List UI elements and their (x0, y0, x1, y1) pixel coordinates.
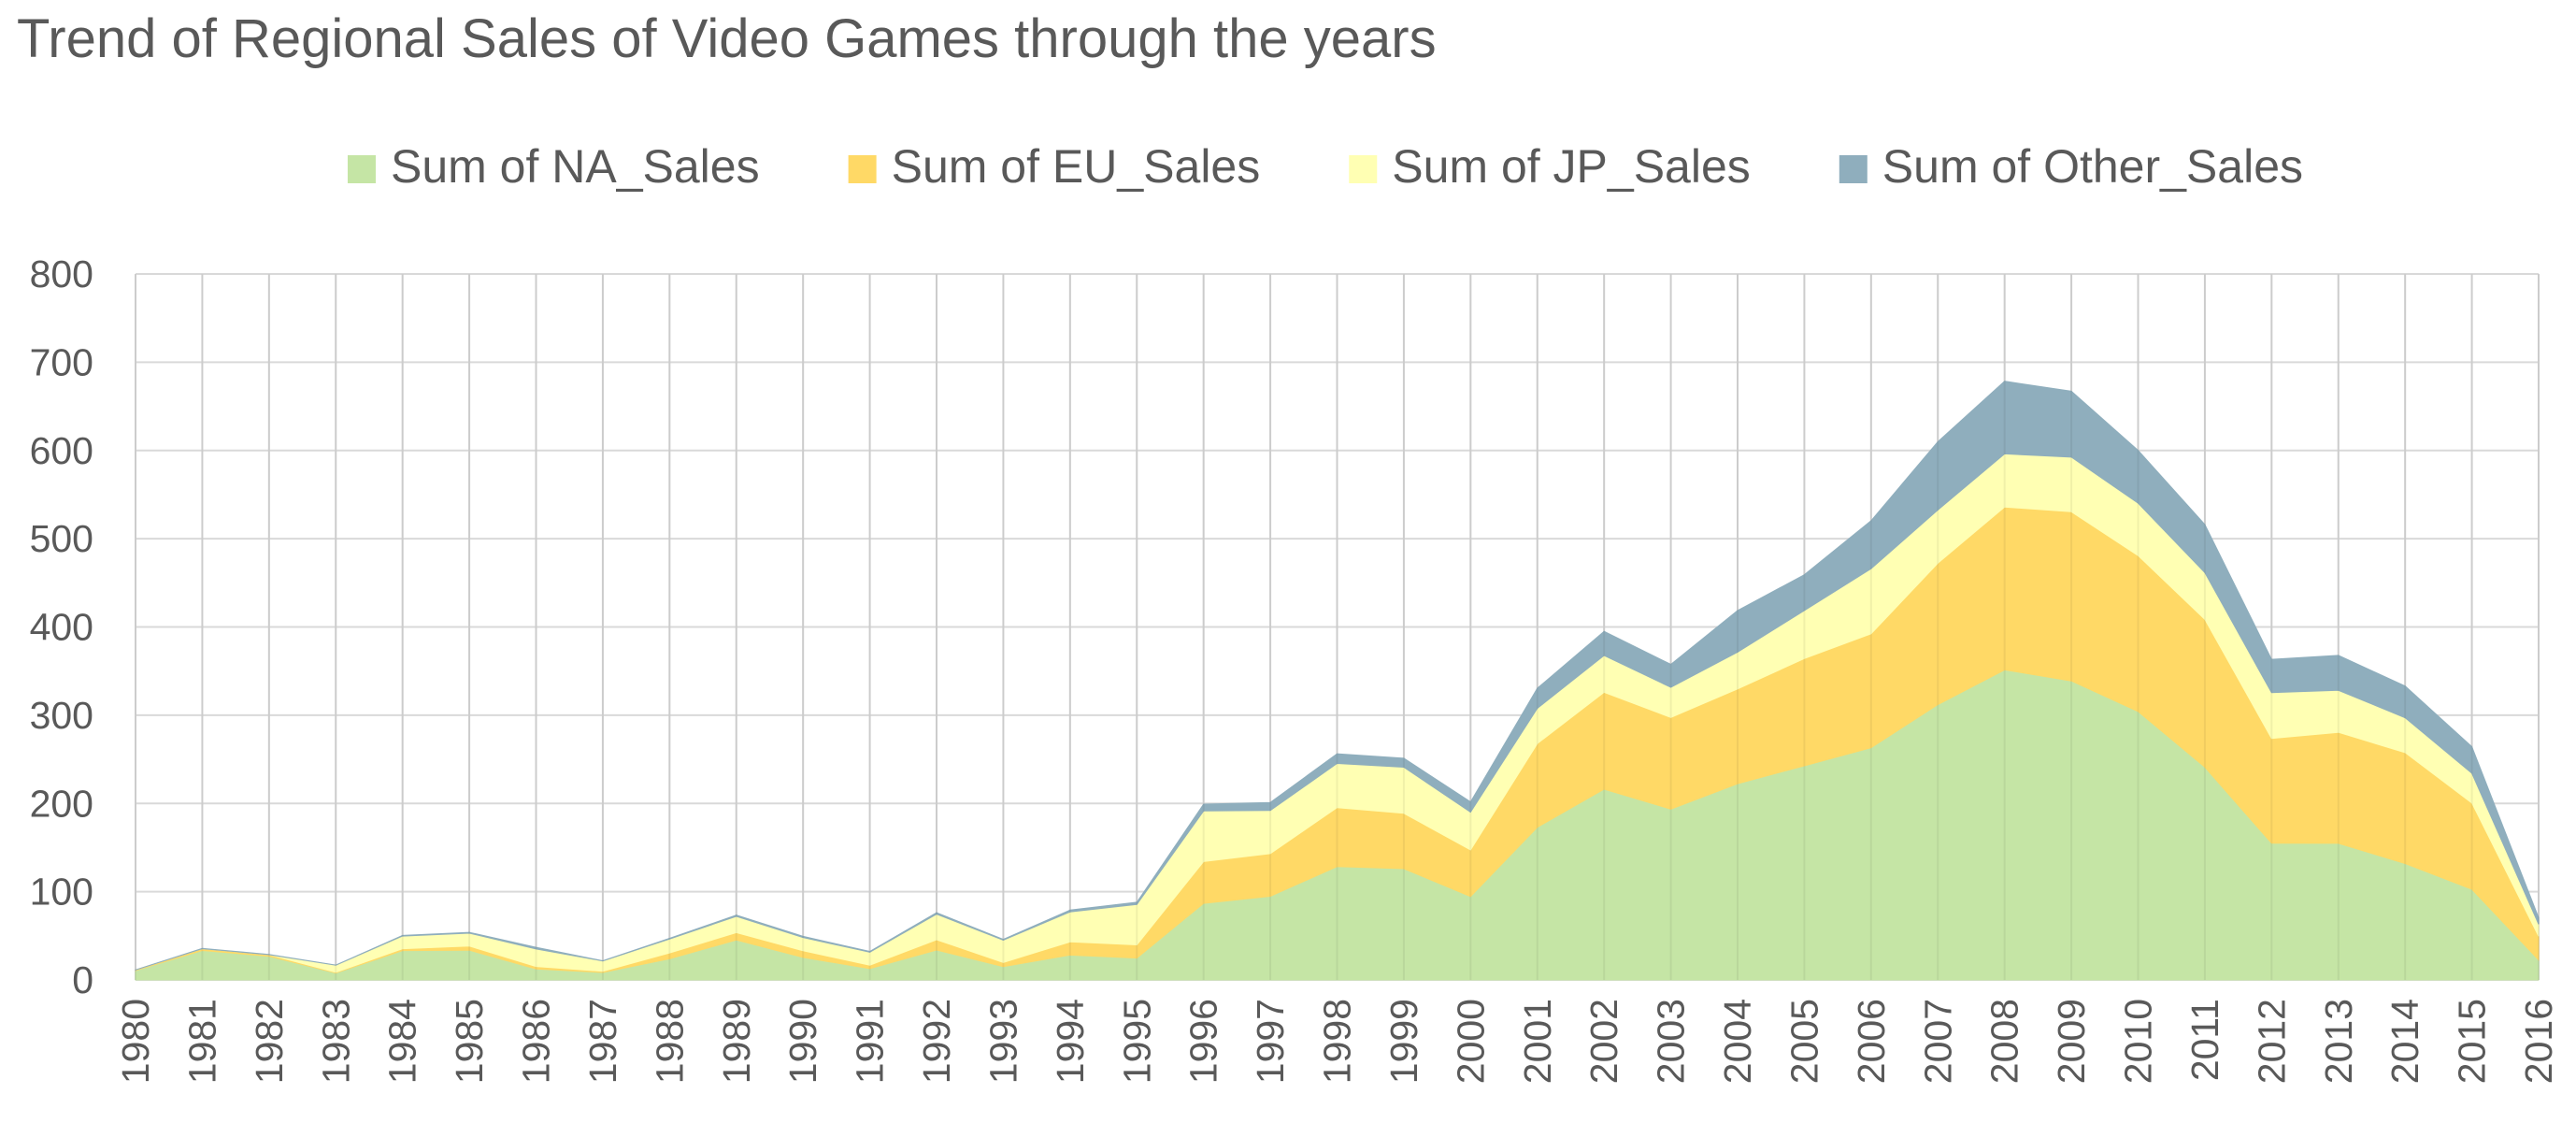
x-tick-label: 1999 (1382, 999, 1425, 1084)
y-tick-label: 100 (30, 871, 93, 914)
x-tick-label: 1985 (448, 999, 491, 1084)
x-tick-label: 1991 (849, 999, 892, 1084)
y-tick-label: 200 (30, 782, 93, 825)
x-tick-label: 1987 (581, 999, 624, 1084)
area-series-4 (135, 381, 2540, 971)
x-tick-label: 1981 (180, 999, 223, 1084)
x-tick-label: 2012 (2250, 999, 2293, 1084)
y-tick-label: 300 (30, 694, 93, 737)
x-tick-label: 1990 (781, 999, 824, 1084)
x-tick-label: 2000 (1449, 999, 1492, 1084)
x-tick-label: 1980 (114, 999, 157, 1084)
y-tick-label: 700 (30, 340, 93, 383)
x-tick-label: 2005 (1782, 999, 1825, 1084)
y-tick-label: 800 (30, 252, 93, 295)
y-tick-label: 600 (30, 429, 93, 472)
x-tick-label: 2003 (1650, 999, 1693, 1084)
x-tick-label: 2014 (2383, 999, 2426, 1084)
legend-swatch (1839, 155, 1868, 183)
x-tick-label: 1984 (381, 999, 424, 1084)
x-tick-label: 1992 (915, 999, 958, 1084)
y-tick-label: 0 (72, 958, 93, 1001)
x-tick-label: 1997 (1249, 999, 1292, 1084)
legend-label: Sum of NA_Sales (391, 140, 760, 193)
x-tick-label: 1983 (314, 999, 357, 1084)
x-tick-label: 2002 (1582, 999, 1625, 1084)
x-tick-label: 1988 (648, 999, 691, 1084)
x-tick-label: 2010 (2117, 999, 2160, 1084)
x-tick-label: 1995 (1115, 999, 1158, 1084)
x-tick-label: 2004 (1716, 999, 1759, 1084)
x-tick-label: 1996 (1182, 999, 1225, 1084)
legend-label: Sum of Other_Sales (1882, 140, 2303, 193)
legend-label: Sum of EU_Sales (892, 140, 1261, 193)
chart-title: Trend of Regional Sales of Video Games t… (17, 8, 1437, 69)
axis-layer: 0 100 200 300 400 500 600 700 800 1980 1981 1982 198… (30, 252, 2560, 1084)
y-tick-label: 500 (30, 517, 93, 560)
x-tick-label: 1982 (248, 999, 291, 1084)
x-tick-label: 1993 (981, 999, 1024, 1084)
x-tick-label: 2007 (1916, 999, 1959, 1084)
x-tick-label: 2008 (1983, 999, 2026, 1084)
x-tick-label: 1989 (715, 999, 758, 1084)
x-tick-label: 2013 (2317, 999, 2360, 1084)
x-tick-label: 2009 (2050, 999, 2093, 1084)
legend-swatch (1349, 155, 1378, 183)
x-tick-label: 2001 (1516, 999, 1559, 1084)
x-tick-label: 1998 (1316, 999, 1359, 1084)
x-tick-label: 2016 (2517, 999, 2560, 1084)
legend: Sum of NA_Sales Sum of EU_Sales Sum of JP_… (347, 140, 2303, 193)
x-tick-label: 2006 (1850, 999, 1893, 1084)
x-tick-label: 2011 (2183, 999, 2226, 1081)
legend-label: Sum of JP_Sales (1392, 140, 1751, 193)
legend-swatch (848, 155, 877, 183)
y-tick-label: 400 (30, 606, 93, 649)
x-tick-label: 1986 (515, 999, 558, 1084)
x-tick-label: 2015 (2451, 999, 2494, 1084)
area-layer (135, 274, 2540, 981)
legend-swatch (347, 155, 376, 183)
x-tick-label: 1994 (1049, 999, 1092, 1084)
